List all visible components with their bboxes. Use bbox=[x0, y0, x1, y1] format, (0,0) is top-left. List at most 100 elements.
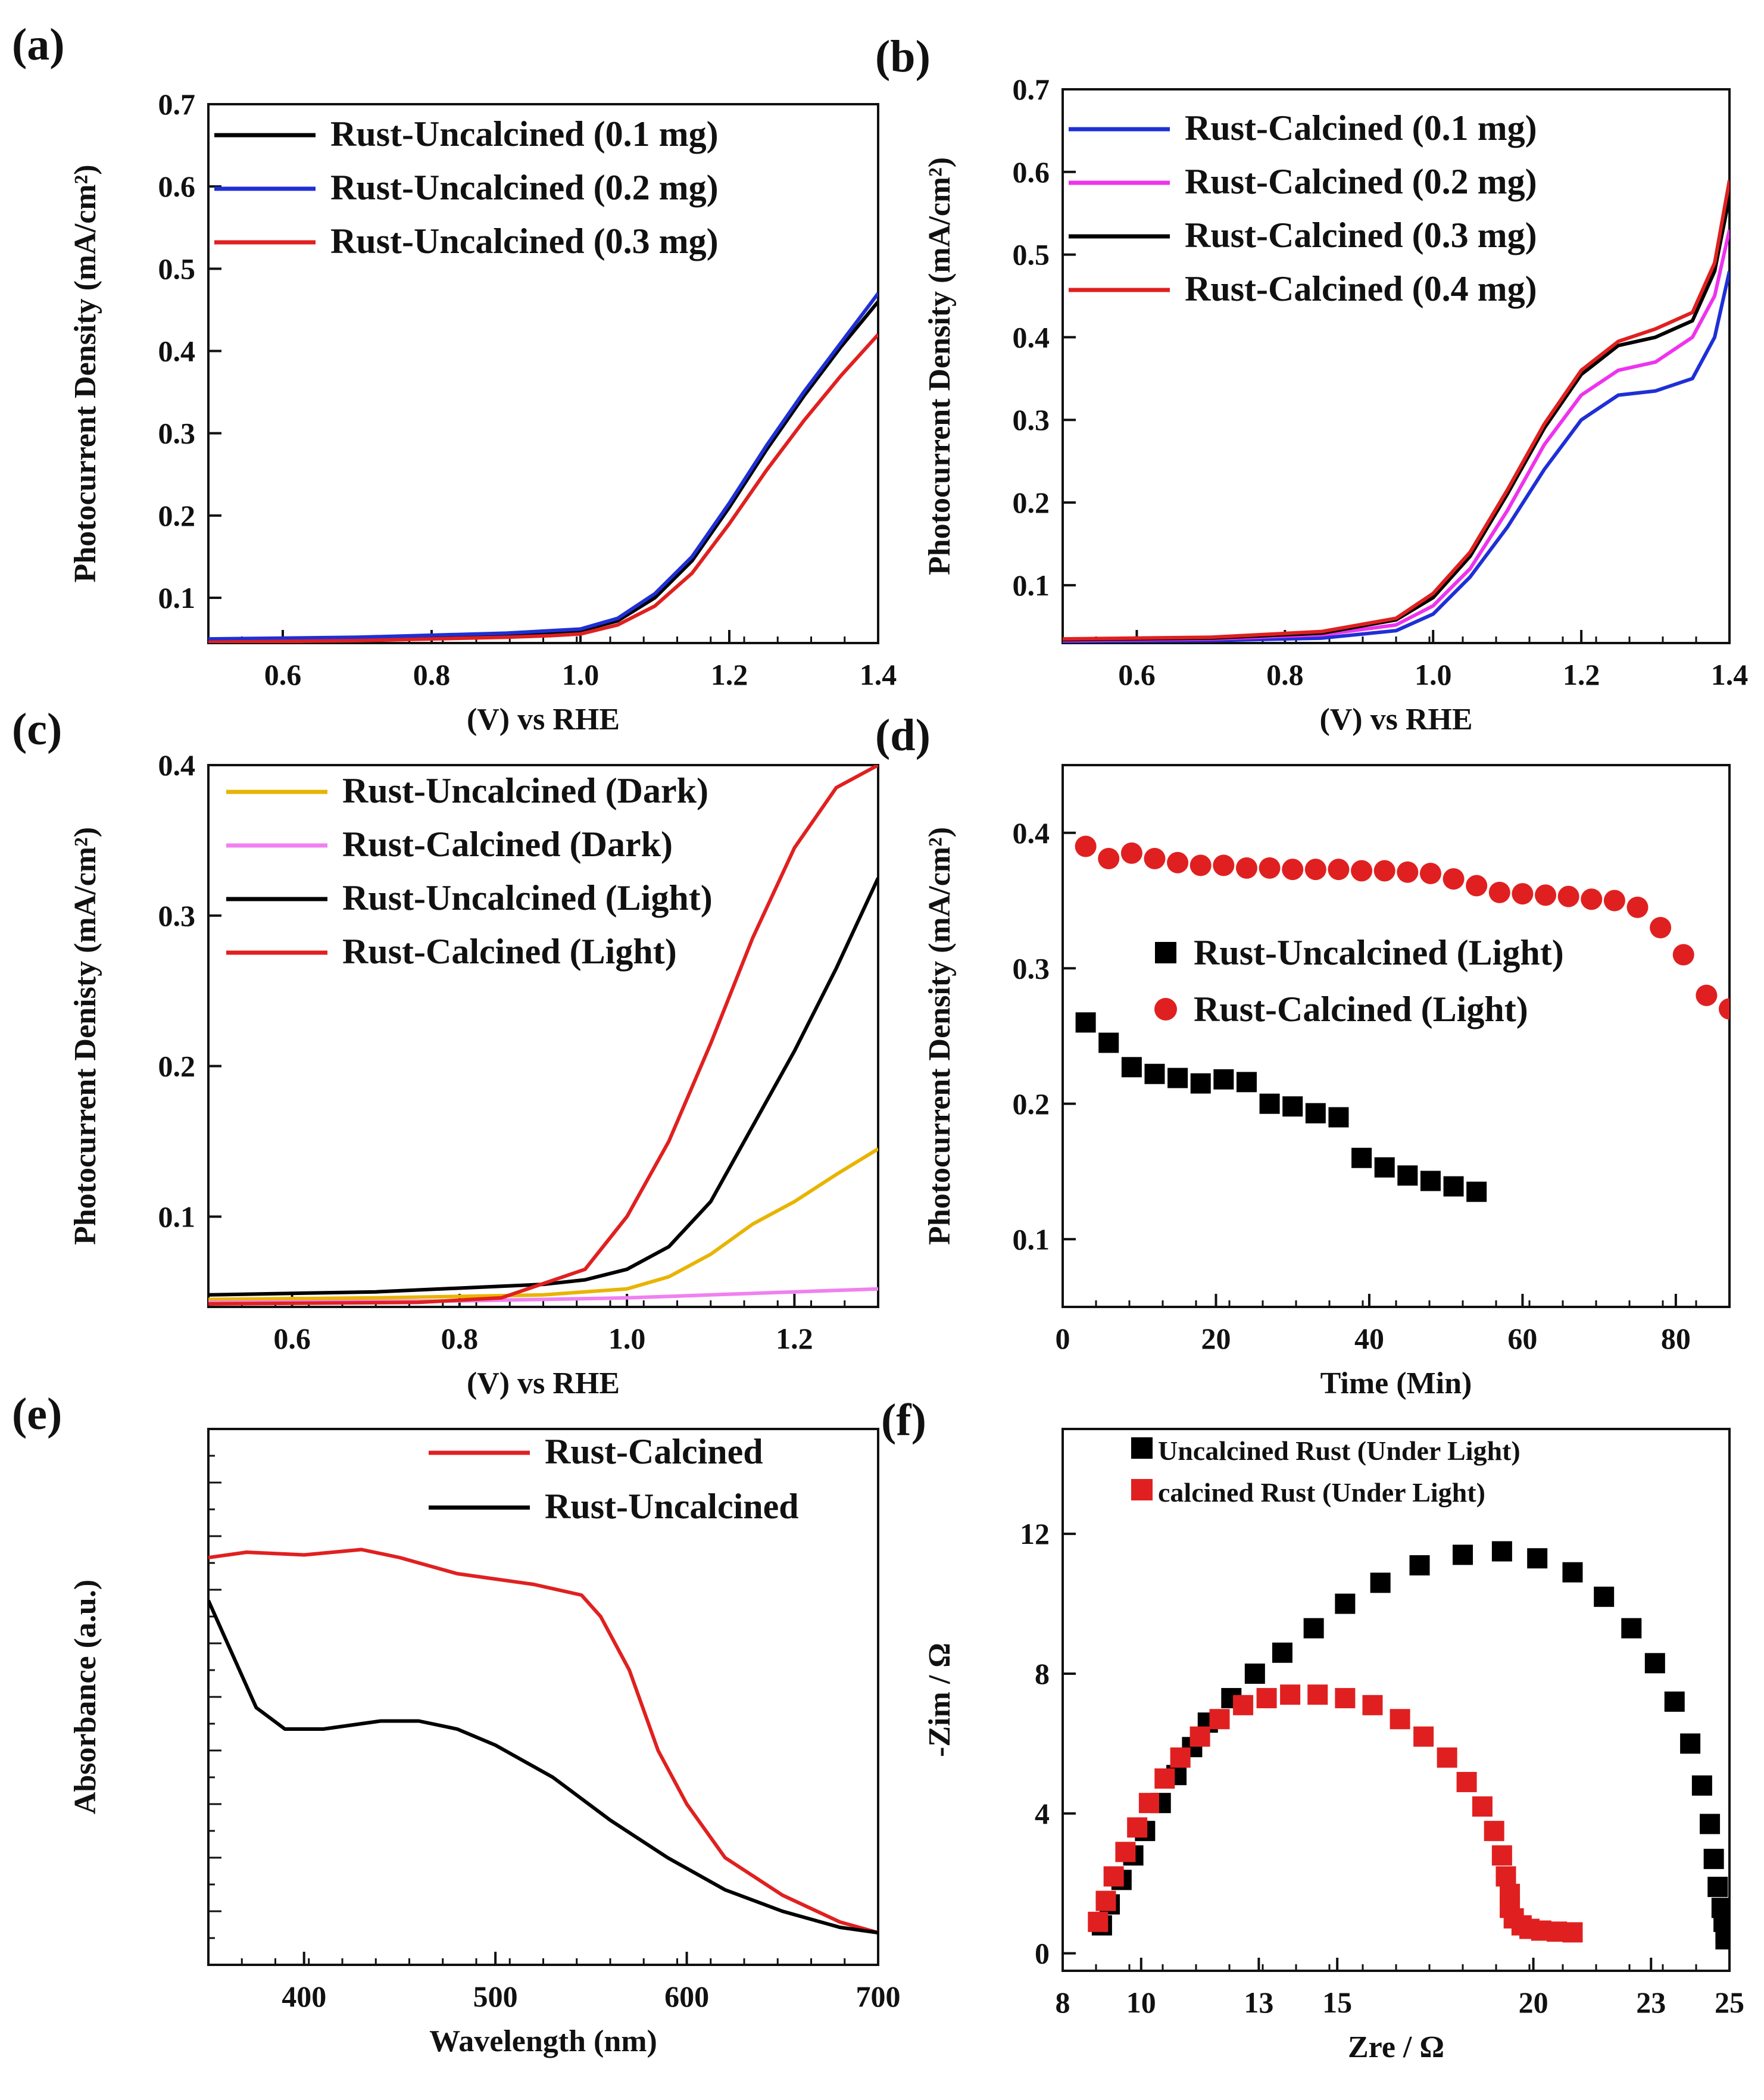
series-rust-uncalcined-0-3-mg--line bbox=[208, 333, 878, 643]
series-rust-calcined-light--point bbox=[1304, 859, 1326, 881]
series-rust-uncalcined-light--point bbox=[1213, 1069, 1234, 1090]
legend: Rust-Calcined (0.1 mg) Rust-Calcined (0.2… bbox=[1069, 108, 1537, 308]
series-uncalcined-rust-under-light--point bbox=[1303, 1618, 1324, 1639]
x-tick-label: 500 bbox=[473, 1980, 518, 2013]
series-calcined-rust-under-light--point bbox=[1154, 1768, 1175, 1789]
series-rust-calcined-light--point bbox=[1235, 857, 1257, 879]
x-tick-label: 1.4 bbox=[1711, 658, 1749, 691]
legend-swatch bbox=[1154, 998, 1177, 1021]
plot-area bbox=[1075, 835, 1729, 1202]
legend-label: calcined Rust (Under Light) bbox=[1158, 1477, 1485, 1508]
y-tick-label: 0 bbox=[1035, 1937, 1050, 1970]
legend-label: Rust-Calcined (0.2 mg) bbox=[1185, 162, 1537, 201]
legend-label: Rust-Uncalcined (Dark) bbox=[342, 771, 708, 810]
y-tick-label: 0.5 bbox=[1013, 238, 1050, 272]
legend-label: Rust-Uncalcined (0.2 mg) bbox=[330, 168, 719, 207]
x-tick-label: 80 bbox=[1661, 1322, 1691, 1355]
plot-area bbox=[1088, 1541, 1729, 1950]
y-tick-label: 0.2 bbox=[158, 499, 196, 532]
series-uncalcined-rust-under-light--point bbox=[1594, 1586, 1615, 1607]
series-rust-uncalcined-light--point bbox=[1351, 1147, 1372, 1168]
x-tick-label: 1.4 bbox=[860, 658, 897, 691]
y-tick-label: 0.1 bbox=[158, 581, 196, 614]
legend-label: Rust-Calcined (Light) bbox=[1194, 990, 1528, 1029]
series-rust-uncalcined-0-1-mg--line bbox=[208, 300, 878, 642]
panel-label: (b) bbox=[875, 32, 931, 82]
y-tick-label: 0.2 bbox=[1013, 486, 1050, 519]
series-rust-calcined-light--point bbox=[1650, 917, 1672, 938]
series-calcined-rust-under-light--point bbox=[1256, 1688, 1277, 1709]
x-axis-title: Time (Min) bbox=[1320, 1366, 1472, 1400]
series-rust-calcined-light--point bbox=[1351, 860, 1373, 882]
series-rust-calcined-light--point bbox=[1581, 888, 1603, 910]
x-axis-title: (V) vs RHE bbox=[467, 1366, 620, 1400]
y-axis-title: Photocurrent Density (mA/cm²) bbox=[68, 164, 102, 582]
axes-frame bbox=[1061, 764, 1731, 1308]
series-uncalcined-rust-under-light--point bbox=[1562, 1562, 1583, 1583]
series-rust-calcined-0-2-mg--line bbox=[1063, 229, 1729, 642]
legend-label: Rust-Calcined (Light) bbox=[342, 932, 677, 971]
series-uncalcined-rust-under-light--point bbox=[1664, 1691, 1685, 1712]
plot-area bbox=[208, 292, 878, 643]
series-rust-uncalcined-light--point bbox=[1075, 1012, 1096, 1033]
y-tick-label: 0.6 bbox=[158, 170, 196, 203]
legend-swatch bbox=[1131, 1437, 1153, 1459]
x-tick-label: 0.8 bbox=[441, 1322, 479, 1355]
legend-label: Uncalcined Rust (Under Light) bbox=[1158, 1436, 1521, 1466]
series-rust-calcined-light--point bbox=[1373, 860, 1395, 882]
series-rust-calcined-light--point bbox=[1535, 884, 1557, 906]
series-rust-calcined-light--point bbox=[1443, 868, 1465, 890]
series-rust-calcined-light--point bbox=[1189, 854, 1212, 876]
series-rust-uncalcined-light--point bbox=[1167, 1068, 1188, 1088]
legend-label: Rust-Calcined (0.4 mg) bbox=[1185, 269, 1537, 308]
series-calcined-rust-under-light--point bbox=[1233, 1695, 1254, 1715]
plot-area bbox=[208, 765, 878, 1306]
series-uncalcined-rust-under-light--point bbox=[1244, 1663, 1265, 1684]
series-rust-calcined-light--point bbox=[1419, 863, 1441, 884]
x-tick-label: 0.6 bbox=[264, 658, 302, 691]
x-tick-label: 0.8 bbox=[413, 658, 451, 691]
series-rust-uncalcined-light--point bbox=[1305, 1103, 1326, 1124]
panel-label: (a) bbox=[12, 20, 65, 70]
series-uncalcined-rust-under-light--point bbox=[1453, 1544, 1473, 1565]
legend-label: Rust-Uncalcined bbox=[545, 1487, 799, 1526]
series-rust-uncalcined-light--point bbox=[1121, 1057, 1142, 1078]
series-calcined-rust-under-light--point bbox=[1189, 1726, 1210, 1747]
series-calcined-rust-under-light--point bbox=[1472, 1796, 1493, 1817]
series-uncalcined-rust-under-light--point bbox=[1491, 1541, 1512, 1562]
series-calcined-rust-under-light--point bbox=[1280, 1684, 1301, 1705]
x-tick-label: 23 bbox=[1636, 1986, 1666, 2019]
series-uncalcined-rust-under-light--point bbox=[1335, 1593, 1356, 1614]
series-calcined-rust-under-light--point bbox=[1307, 1684, 1328, 1705]
legend-label: Rust-Uncalcined (0.3 mg) bbox=[330, 221, 719, 261]
legend-label: Rust-Calcined (Dark) bbox=[342, 825, 673, 864]
x-tick-label: 25 bbox=[1715, 1986, 1744, 2019]
x-axis-title: (V) vs RHE bbox=[467, 703, 620, 737]
panel-label: (f) bbox=[881, 1395, 926, 1445]
series-calcined-rust-under-light--point bbox=[1362, 1695, 1383, 1715]
legend-label: Rust-Uncalcined (0.1 mg) bbox=[330, 114, 719, 154]
series-rust-calcined-light--point bbox=[1167, 851, 1189, 873]
panel-a: (a) 0.6 0.8 1.0 1.2 1.4 0.1 0.2 0.3 0.4 0.5 0.6 0.7 (… bbox=[12, 20, 897, 737]
y-tick-label: 0.3 bbox=[1013, 951, 1050, 985]
series-uncalcined-rust-under-light--point bbox=[1621, 1618, 1642, 1639]
x-tick-label: 10 bbox=[1126, 1986, 1156, 2019]
series-rust-calcined-light--point bbox=[1672, 944, 1694, 966]
series-rust-calcined-0-3-mg--line bbox=[1063, 196, 1729, 642]
x-tick-label: 0.6 bbox=[1118, 658, 1156, 691]
y-tick-label: 8 bbox=[1035, 1657, 1050, 1690]
series-uncalcined-rust-under-light--point bbox=[1715, 1929, 1729, 1950]
series-rust-uncalcined-light--point bbox=[1466, 1181, 1487, 1202]
series-calcined-rust-under-light--point bbox=[1484, 1821, 1504, 1842]
x-axis-title: (V) vs RHE bbox=[1319, 703, 1472, 737]
series-rust-calcined-light--point bbox=[1466, 875, 1488, 897]
panel-label: (c) bbox=[12, 704, 62, 754]
y-tick-label: 0.6 bbox=[1013, 155, 1050, 189]
legend: Rust-Calcined Rust-Uncalcined bbox=[429, 1432, 799, 1526]
y-axis-title: Photocurrent Density (mA/cm²) bbox=[923, 157, 957, 575]
series-calcined-rust-under-light--point bbox=[1209, 1709, 1230, 1730]
legend: Rust-Uncalcined (Light) Rust-Calcined (Li… bbox=[1154, 933, 1564, 1029]
series-calcined-rust-under-light--point bbox=[1138, 1793, 1159, 1814]
x-tick-label: 15 bbox=[1322, 1986, 1352, 2019]
